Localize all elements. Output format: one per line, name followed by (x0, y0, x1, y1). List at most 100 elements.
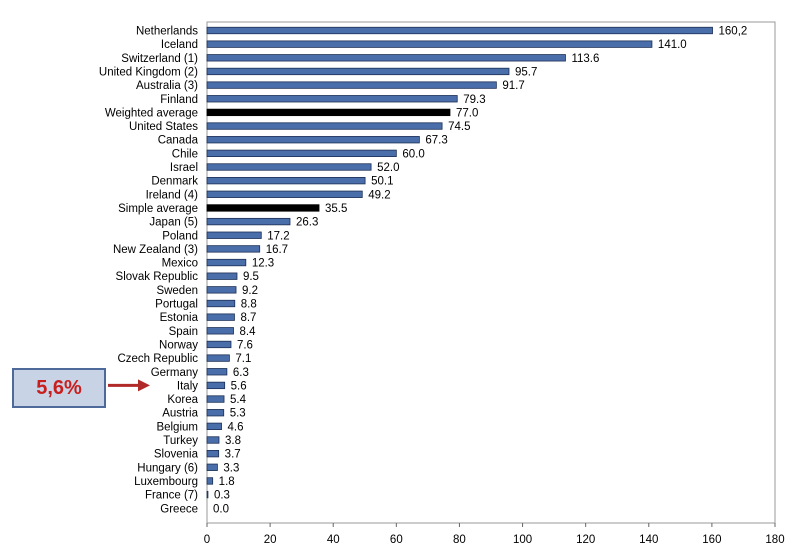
value-label-mexico: 12.3 (252, 258, 274, 270)
value-label-switzerland-1: 113.6 (571, 53, 599, 65)
value-label-belgium: 4.6 (228, 421, 244, 433)
category-label-italy: Italy (177, 380, 198, 392)
value-label-netherlands: 160,2 (719, 26, 748, 38)
value-label-sweden: 9.2 (242, 285, 258, 297)
category-label-sweden: Sweden (156, 285, 198, 297)
x-tick-label-100: 100 (513, 534, 532, 546)
category-label-australia-3: Australia (3) (136, 80, 198, 92)
value-label-hungary-6: 3.3 (223, 462, 239, 474)
x-tick-label-0: 0 (204, 534, 210, 546)
bar-finland (206, 95, 458, 103)
value-label-finland: 79.3 (463, 94, 485, 106)
category-label-poland: Poland (162, 230, 198, 242)
value-label-iceland: 141.0 (658, 39, 687, 51)
category-label-portugal: Portugal (155, 299, 198, 311)
x-tick-label-180: 180 (765, 534, 784, 546)
category-label-netherlands: Netherlands (136, 26, 198, 38)
bar-japan-5 (206, 217, 291, 226)
value-label-slovenia: 3.7 (225, 449, 241, 461)
bar-slovak-republic (206, 272, 238, 280)
value-label-united-states: 74.5 (448, 121, 470, 133)
bar-switzerland-1 (206, 54, 566, 62)
bar-sweden (206, 286, 237, 294)
bar-korea (206, 395, 225, 403)
category-label-finland: Finland (160, 94, 198, 106)
category-label-hungary-6: Hungary (6) (137, 462, 198, 474)
bar-poland (206, 231, 262, 239)
category-label-norway: Norway (159, 339, 198, 351)
callout-arrow-head (138, 379, 150, 392)
bar-iceland (206, 40, 653, 48)
value-label-austria: 5.3 (230, 408, 246, 420)
plot-frame (206, 21, 776, 524)
x-tick-label-40: 40 (327, 534, 340, 546)
category-label-slovenia: Slovenia (154, 449, 199, 461)
category-label-turkey: Turkey (163, 435, 198, 447)
x-tick-label-20: 20 (264, 534, 277, 546)
bar-weighted-average (206, 108, 451, 117)
category-label-spain: Spain (169, 326, 198, 338)
category-label-korea: Korea (167, 394, 198, 406)
bar-denmark (206, 176, 366, 185)
category-label-france-7: France (7) (145, 490, 198, 502)
value-label-italy: 5.6 (231, 380, 247, 392)
bar-france-7 (206, 490, 209, 499)
value-label-denmark: 50.1 (371, 176, 393, 188)
callout-text: 5,6% (36, 376, 82, 399)
value-label-chile: 60.0 (402, 148, 424, 160)
bar-luxembourg (206, 477, 214, 485)
value-label-norway: 7.6 (237, 339, 253, 351)
callout-box: 5,6% (12, 368, 106, 408)
bar-chile (206, 149, 397, 158)
value-label-canada: 67.3 (425, 135, 447, 147)
category-label-germany: Germany (151, 367, 199, 379)
x-tick-label-160: 160 (702, 534, 721, 546)
bar-germany (206, 368, 228, 376)
category-label-austria: Austria (162, 408, 198, 420)
bar-estonia (206, 313, 235, 321)
category-label-israel: Israel (170, 162, 198, 174)
x-tick-label-80: 80 (453, 534, 466, 546)
value-label-japan-5: 26.3 (296, 217, 318, 229)
value-label-france-7: 0.3 (214, 490, 230, 502)
category-label-estonia: Estonia (160, 312, 199, 324)
bar-new-zealand-3 (206, 245, 261, 253)
category-label-iceland: Iceland (161, 39, 198, 51)
category-label-united-states: United States (129, 121, 198, 133)
bar-israel (206, 163, 372, 171)
bar-belgium (206, 422, 222, 431)
value-label-new-zealand-3: 16.7 (266, 244, 288, 256)
bar-mexico (206, 258, 247, 267)
value-label-czech-republic: 7.1 (235, 353, 251, 365)
x-tick-label-60: 60 (390, 534, 403, 546)
value-label-ireland-4: 49.2 (368, 189, 390, 201)
value-label-spain: 8.4 (240, 326, 257, 338)
bar-norway (206, 340, 232, 349)
value-label-australia-3: 91.7 (502, 80, 524, 92)
category-label-denmark: Denmark (151, 176, 198, 188)
category-label-ireland-4: Ireland (4) (146, 189, 199, 201)
bar-portugal (206, 299, 236, 308)
value-label-weighted-average: 77.0 (456, 107, 478, 119)
category-label-canada: Canada (158, 135, 199, 147)
category-label-luxembourg: Luxembourg (134, 476, 198, 488)
category-label-czech-republic: Czech Republic (117, 353, 198, 365)
value-label-greece: 0.0 (213, 503, 229, 515)
category-label-simple-average: Simple average (118, 203, 198, 215)
bar-austria (206, 409, 225, 417)
category-label-weighted-average: Weighted average (105, 107, 198, 119)
category-label-slovak-republic: Slovak Republic (116, 271, 199, 283)
value-label-israel: 52.0 (377, 162, 399, 174)
value-label-united-kingdom-2: 95.7 (515, 66, 537, 78)
category-label-greece: Greece (160, 503, 198, 515)
bar-simple-average (206, 204, 320, 212)
bar-united-states (206, 122, 443, 130)
value-label-turkey: 3.8 (225, 435, 241, 447)
bar-hungary-6 (206, 463, 218, 471)
bar-italy (206, 381, 226, 390)
value-label-korea: 5.4 (230, 394, 247, 406)
value-label-simple-average: 35.5 (325, 203, 347, 215)
bar-spain (206, 327, 234, 335)
value-label-portugal: 8.8 (241, 299, 257, 311)
